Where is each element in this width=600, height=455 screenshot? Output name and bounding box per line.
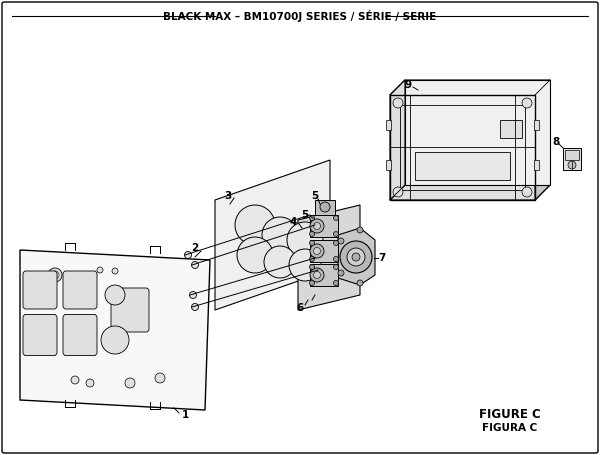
Circle shape — [237, 237, 273, 273]
Circle shape — [338, 270, 344, 276]
Circle shape — [334, 280, 338, 285]
Polygon shape — [390, 185, 550, 200]
Bar — [400, 105, 525, 190]
Bar — [310, 240, 338, 262]
Bar — [386, 120, 391, 130]
Text: BLACK MAX – BM10700J SERIES / SÉRIE / SERIE: BLACK MAX – BM10700J SERIES / SÉRIE / SE… — [163, 10, 437, 22]
Polygon shape — [20, 250, 210, 410]
Circle shape — [86, 379, 94, 387]
Bar — [534, 160, 539, 170]
Circle shape — [48, 268, 62, 282]
Polygon shape — [535, 80, 550, 200]
Circle shape — [320, 202, 330, 212]
Circle shape — [289, 249, 321, 281]
Bar — [415, 152, 510, 180]
Circle shape — [357, 280, 363, 286]
Circle shape — [310, 232, 314, 237]
Circle shape — [101, 326, 129, 354]
Bar — [390, 95, 535, 200]
Circle shape — [191, 303, 199, 310]
Text: FIGURA C: FIGURA C — [482, 423, 538, 433]
Bar — [386, 160, 391, 170]
Circle shape — [347, 248, 365, 266]
Circle shape — [125, 378, 135, 388]
Circle shape — [338, 238, 344, 244]
Circle shape — [314, 222, 320, 229]
Polygon shape — [390, 80, 550, 95]
Text: 1: 1 — [181, 410, 188, 420]
Polygon shape — [338, 228, 375, 285]
Circle shape — [235, 205, 275, 245]
Polygon shape — [298, 205, 360, 310]
Circle shape — [310, 244, 324, 258]
Circle shape — [340, 241, 372, 273]
Text: 2: 2 — [191, 243, 199, 253]
Circle shape — [352, 253, 360, 261]
Circle shape — [357, 227, 363, 233]
Circle shape — [51, 271, 59, 279]
Circle shape — [262, 217, 298, 253]
Text: 5: 5 — [311, 191, 319, 201]
FancyBboxPatch shape — [63, 271, 97, 309]
Text: FIGURE C: FIGURE C — [479, 409, 541, 421]
Circle shape — [191, 262, 199, 268]
Text: 7: 7 — [379, 253, 386, 263]
Circle shape — [334, 241, 338, 246]
Circle shape — [393, 98, 403, 108]
Circle shape — [97, 267, 103, 273]
Bar — [315, 200, 335, 215]
Circle shape — [190, 292, 197, 298]
Circle shape — [310, 268, 324, 282]
Bar — [565, 150, 579, 160]
Circle shape — [310, 280, 314, 285]
FancyBboxPatch shape — [23, 314, 57, 355]
Circle shape — [264, 246, 296, 278]
Circle shape — [314, 248, 320, 254]
Text: 6: 6 — [296, 303, 304, 313]
Text: 8: 8 — [553, 137, 560, 147]
Bar — [310, 215, 338, 237]
Circle shape — [393, 187, 403, 197]
Text: 5: 5 — [301, 210, 308, 220]
Circle shape — [105, 285, 125, 305]
Circle shape — [334, 232, 338, 237]
Circle shape — [310, 241, 314, 246]
Bar — [563, 148, 581, 170]
Circle shape — [310, 264, 314, 269]
Circle shape — [334, 257, 338, 262]
Circle shape — [310, 216, 314, 221]
Circle shape — [334, 216, 338, 221]
Circle shape — [522, 98, 532, 108]
Circle shape — [185, 252, 191, 258]
FancyBboxPatch shape — [63, 314, 97, 355]
Bar — [310, 264, 338, 286]
Text: 3: 3 — [224, 191, 232, 201]
Circle shape — [310, 257, 314, 262]
FancyBboxPatch shape — [111, 288, 149, 332]
Text: 9: 9 — [404, 80, 412, 90]
Bar — [534, 120, 539, 130]
Circle shape — [287, 222, 323, 258]
Circle shape — [522, 187, 532, 197]
Polygon shape — [215, 160, 330, 310]
Bar — [500, 120, 522, 138]
Circle shape — [112, 268, 118, 274]
Polygon shape — [405, 80, 550, 185]
Polygon shape — [390, 80, 405, 200]
Text: 4: 4 — [289, 217, 296, 227]
Circle shape — [310, 219, 324, 233]
Circle shape — [314, 272, 320, 278]
Circle shape — [71, 376, 79, 384]
Circle shape — [334, 264, 338, 269]
Circle shape — [155, 373, 165, 383]
FancyBboxPatch shape — [23, 271, 57, 309]
Circle shape — [568, 161, 576, 169]
